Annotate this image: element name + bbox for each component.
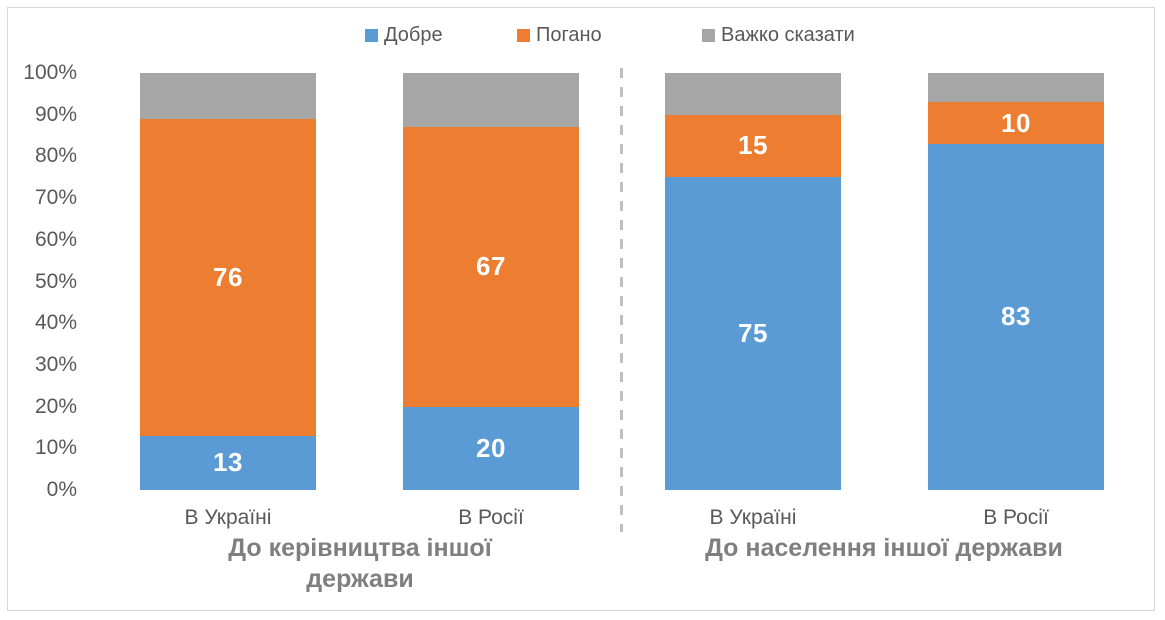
bar-segment: 20: [403, 406, 579, 490]
bar-segment: 15: [665, 114, 841, 178]
stacked-bar: 20 67: [403, 73, 579, 490]
data-label: 10: [1001, 107, 1031, 138]
bar-segment: 83: [928, 143, 1104, 490]
legend-swatch-icon: [517, 29, 530, 42]
bar-segment: [403, 73, 579, 128]
y-axis-tick-label: 50%: [34, 269, 77, 293]
y-axis-tick-label: 30%: [34, 352, 77, 376]
data-label: 76: [213, 261, 243, 292]
legend-swatch-icon: [365, 29, 378, 42]
category-label: В Україні: [184, 506, 272, 529]
category-label: В Україні: [709, 506, 797, 529]
category-label: В Росії: [983, 506, 1049, 529]
bar-segment: [140, 73, 316, 119]
y-axis-tick-label: 60%: [34, 227, 77, 251]
y-axis-tick-label: 40%: [34, 311, 77, 335]
category-label: В Росії: [458, 506, 524, 529]
data-label: 15: [738, 130, 768, 161]
legend-item: Добре: [365, 24, 443, 47]
legend-swatch-icon: [702, 29, 715, 42]
y-axis-tick-label: 20%: [34, 394, 77, 418]
legend-label: Добре: [384, 24, 443, 46]
y-axis-tick-label: 0%: [46, 478, 77, 501]
y-axis-tick-label: 70%: [34, 186, 77, 210]
y-axis-tick-label: 10%: [34, 436, 77, 460]
group-title: До населення іншої держави: [705, 534, 1063, 562]
bar-segment: [665, 73, 841, 115]
data-label: 13: [213, 447, 243, 478]
divider-dashed-line: [620, 68, 623, 532]
legend-label: Важко сказати: [721, 24, 855, 46]
legend-item: Погано: [517, 24, 602, 47]
bar-segment: 76: [140, 118, 316, 436]
stacked-bar: 83 10: [928, 73, 1104, 490]
y-axis-tick-label: 90%: [34, 102, 77, 126]
data-label: 83: [1001, 301, 1031, 332]
group-title: До керівництва іншої держави: [228, 534, 492, 593]
bar-segment: 75: [665, 177, 841, 490]
y-axis-tick-label: 80%: [34, 144, 77, 168]
legend-label: Погано: [536, 24, 602, 46]
data-label: 67: [476, 251, 506, 282]
bar-segment: 13: [140, 435, 316, 490]
legend-item: Важко сказати: [702, 24, 855, 47]
data-label: 20: [476, 432, 506, 463]
bar-segment: 67: [403, 127, 579, 407]
bar-segment: [928, 73, 1104, 103]
y-axis-tick-label: 100%: [23, 61, 77, 84]
stacked-bar: 13 76: [140, 73, 316, 490]
stacked-bar: 75 15: [665, 73, 841, 490]
bar-segment: 10: [928, 102, 1104, 144]
data-label: 75: [738, 318, 768, 349]
